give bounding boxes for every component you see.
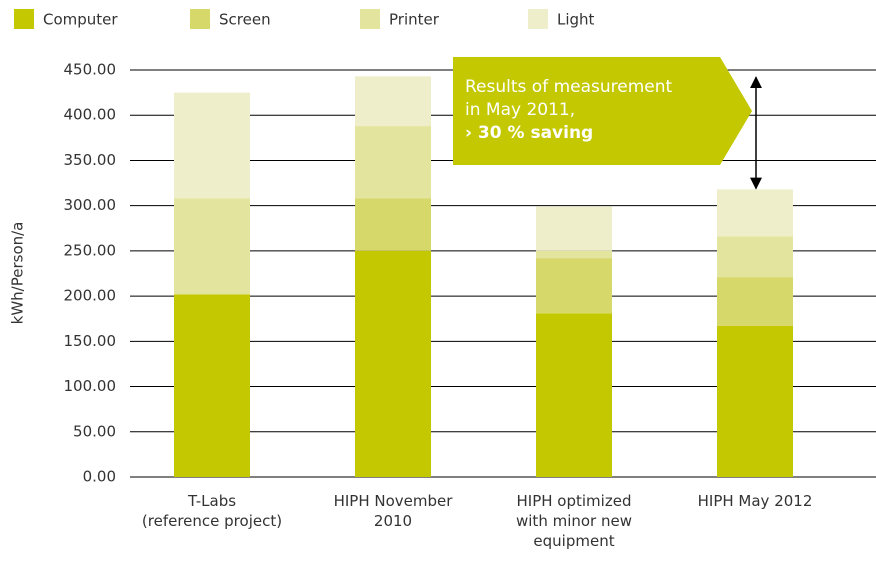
x-tick-label: HIPH May 2012 [697,492,813,510]
y-tick-label: 50.00 [73,422,116,440]
y-tick-label: 450.00 [64,61,117,79]
bar-segment [355,76,431,127]
legend-swatch [360,9,380,29]
bar-segment [717,189,793,237]
bar-segment [536,313,612,477]
legend-swatch [14,9,34,29]
legend-swatch [528,9,548,29]
y-tick-label: 150.00 [64,332,117,350]
legend-label: Printer [389,11,440,29]
y-tick-label: 400.00 [64,106,117,124]
y-tick-label: 0.00 [83,468,116,486]
bar-segment [717,325,793,477]
annotation-text: in May 2011, [465,100,575,120]
legend-label: Computer [43,11,118,29]
y-tick-label: 100.00 [64,377,117,395]
y-tick-label: 200.00 [64,287,117,305]
bar-segment [355,250,431,477]
annotation-box [453,57,752,165]
y-tick-label: 250.00 [64,241,117,259]
bar-segment [355,198,431,251]
x-tick-label: T-Labs (reference project) [141,492,283,530]
legend-label: Screen [219,11,271,29]
bar-segment [717,236,793,278]
bar-segment [174,92,250,199]
bar-segment [174,294,250,477]
legend-swatch [190,9,210,29]
x-tick-label: HIPH optimized with minor new equipment [516,492,632,550]
x-tick-label: HIPH November 2010 [333,492,453,530]
bar-segment [536,250,612,259]
bar-segment [717,277,793,326]
y-axis-label: kWh/Person/a [9,222,27,325]
legend-label: Light [557,11,595,29]
annotation-highlight: › 30 % saving [465,123,593,143]
y-tick-label: 350.00 [64,151,117,169]
bar-segment [536,258,612,314]
bar-segment [536,206,612,251]
y-tick-label: 300.00 [64,196,117,214]
annotation-text: Results of measurement [465,77,673,97]
bar-segment [174,198,250,295]
bar-segment [355,126,431,199]
